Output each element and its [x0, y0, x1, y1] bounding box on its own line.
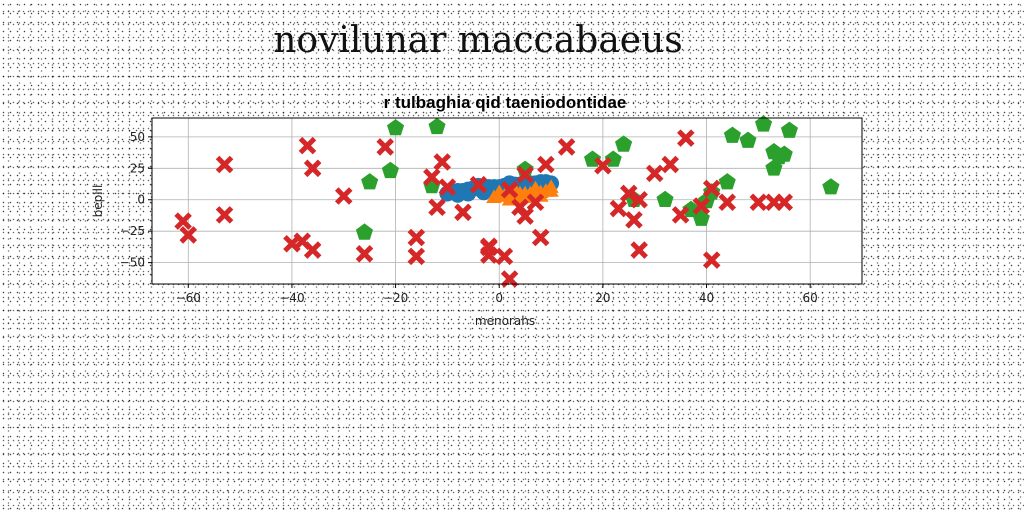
- y-tick-label: −50: [120, 256, 145, 270]
- x-point: [407, 228, 426, 247]
- x-point: [531, 228, 550, 247]
- x-point: [334, 187, 353, 205]
- x-point: [630, 190, 648, 209]
- chart-title: r tulbaghia qid taeniodontidae: [384, 93, 627, 112]
- x-point: [179, 226, 198, 244]
- pentagon-point: [822, 178, 840, 195]
- pentagon-point: [780, 121, 798, 138]
- triangle-point: [527, 180, 544, 195]
- x-point: [480, 246, 498, 264]
- pentagon-point: [656, 190, 674, 207]
- x-point: [469, 175, 488, 194]
- x-point: [692, 197, 711, 215]
- y-tick-label: 50: [130, 130, 145, 144]
- x-point: [718, 193, 737, 212]
- y-tick-label: 0: [137, 193, 145, 207]
- x-point: [433, 153, 451, 171]
- pentagon-point: [739, 131, 757, 148]
- x-point: [702, 251, 721, 269]
- x-point: [303, 159, 322, 178]
- pentagon-point: [355, 223, 373, 240]
- x-point: [749, 193, 768, 212]
- pentagon-point: [775, 145, 793, 162]
- x-point: [407, 247, 426, 266]
- triangle-point: [543, 179, 559, 193]
- x-point: [423, 168, 441, 186]
- x-point: [303, 241, 322, 259]
- x-point: [557, 138, 576, 156]
- axis-ticks: −60 −40 −20 0 20 40 60 −50 −25 0 25 50: [120, 130, 818, 305]
- x-tick-label: −40: [279, 291, 304, 305]
- x-tick-label: −20: [383, 291, 408, 305]
- pentagon-point: [755, 115, 773, 132]
- pentagon-point: [361, 173, 379, 190]
- pentagon-point: [428, 117, 446, 135]
- x-point: [671, 206, 690, 224]
- x-tick-label: 40: [699, 291, 714, 305]
- pentagon-point: [718, 173, 736, 190]
- x-point: [526, 193, 545, 212]
- x-point: [537, 155, 555, 174]
- x-point: [376, 138, 394, 156]
- y-tick-label: −25: [120, 224, 145, 238]
- x-point: [174, 212, 192, 230]
- x-point: [775, 193, 794, 212]
- x-point: [594, 157, 612, 175]
- x-tick-label: −60: [176, 291, 201, 305]
- y-axis-label: bepill: [91, 185, 105, 218]
- data-points: [174, 115, 840, 288]
- pentagon-point: [723, 126, 741, 143]
- x-point: [298, 136, 317, 155]
- x-point: [516, 165, 534, 184]
- plot-frame: [151, 117, 863, 285]
- x-tick-label: 20: [595, 291, 610, 305]
- y-tick-label: 25: [130, 161, 145, 175]
- x-point: [677, 129, 695, 147]
- x-axis-label: menorahs: [475, 314, 535, 328]
- x-point: [645, 164, 664, 183]
- x-point: [215, 155, 234, 174]
- x-point: [438, 178, 457, 196]
- x-tick-label: 60: [803, 291, 818, 305]
- x-point: [625, 211, 643, 229]
- x-point: [500, 180, 519, 199]
- x-tick-label: 0: [495, 291, 503, 305]
- x-point: [355, 245, 374, 263]
- pentagon-point: [615, 135, 633, 152]
- x-point: [516, 207, 534, 225]
- x-point: [428, 198, 446, 217]
- figure-title: novilunar maccabaeus: [273, 20, 683, 61]
- pentagon-point: [387, 119, 405, 136]
- x-point: [661, 155, 680, 174]
- x-point: [620, 184, 638, 203]
- x-point: [702, 179, 721, 198]
- grid: [152, 118, 862, 284]
- pentagon-point: [381, 161, 399, 179]
- x-point: [454, 203, 472, 222]
- x-point: [630, 241, 648, 259]
- x-point: [215, 206, 234, 224]
- pentagon-point: [765, 159, 783, 176]
- x-point: [495, 247, 514, 266]
- x-point: [511, 198, 529, 217]
- x-point: [609, 199, 628, 218]
